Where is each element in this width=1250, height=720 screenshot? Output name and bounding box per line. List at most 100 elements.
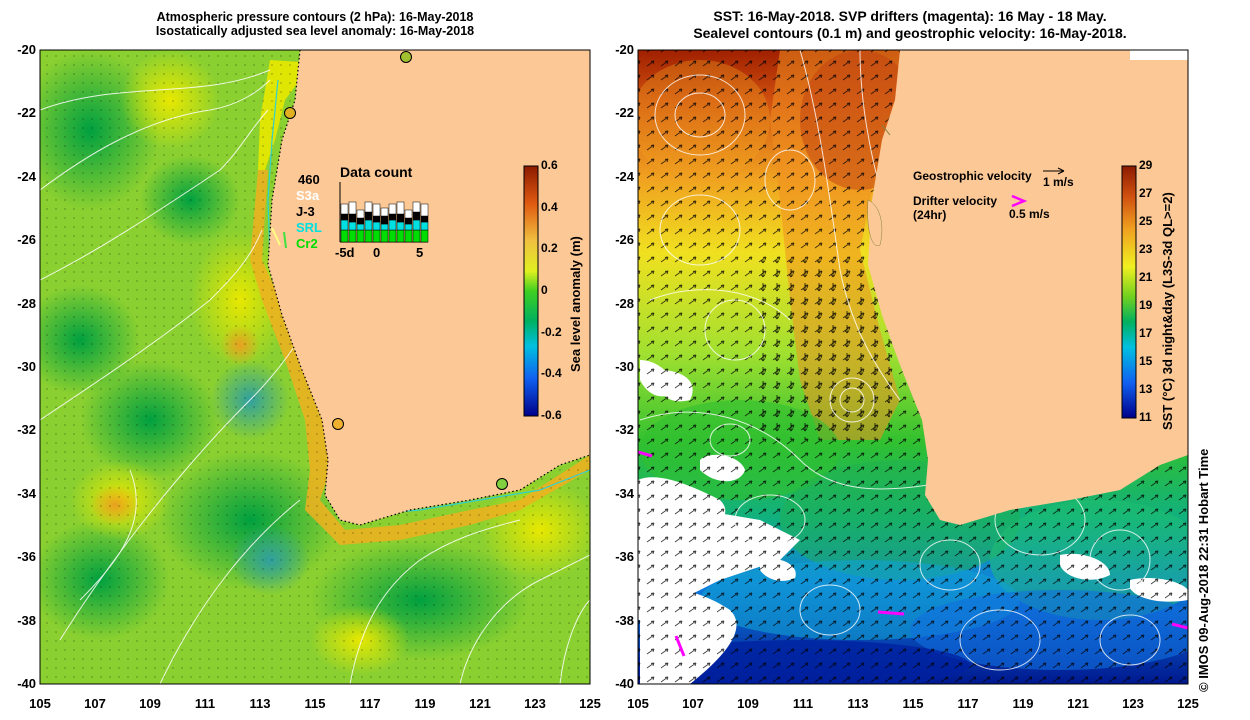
data-count-bar-segment <box>348 229 357 243</box>
left-y-tick: -24 <box>17 168 36 184</box>
data-count-bar-segment <box>412 219 421 231</box>
sea-level-anomaly-map <box>40 50 590 684</box>
left-title-line2: Isostatically adjusted sea level anomaly… <box>155 24 475 38</box>
sla-tick: 0.2 <box>541 241 558 256</box>
sla-tick: 0.6 <box>541 158 558 172</box>
right-x-tick: 115 <box>902 696 924 711</box>
data-count-bar-segment <box>388 219 397 231</box>
data-count-bar-segment <box>356 209 365 219</box>
data-count-bar-segment <box>356 217 365 225</box>
sla-tick: -0.4 <box>541 366 562 381</box>
data-count-bar-segment <box>420 229 429 243</box>
right-y-tick: -26 <box>615 232 634 248</box>
drifter-scale: 0.5 m/s <box>1009 207 1050 221</box>
data-count-bar-segment <box>372 203 381 217</box>
left-x-tick: 117 <box>359 696 381 711</box>
data-count-bar-segment <box>388 229 397 243</box>
data-count-bar-segment <box>364 229 373 243</box>
right-map-frame <box>637 49 1189 685</box>
sst-tick: 21 <box>1139 270 1153 284</box>
left-y-tick: -28 <box>17 295 36 311</box>
right-x-tick: 123 <box>1122 696 1144 711</box>
imos-credit: © IMOS 09-Aug-2018 22:31 Hobart Time <box>1196 448 1211 692</box>
right-x-tick: 125 <box>1177 696 1199 711</box>
sst-colorbar-label: SST (°C) 3d night&day (L3S-3d QL>=2) <box>1160 192 1175 430</box>
sla-tick: 0 <box>541 283 548 297</box>
drifter-velocity-label: Drifter velocity <box>913 194 998 208</box>
left-title-line1: Atmospheric pressure contours (2 hPa): 1… <box>156 10 474 24</box>
sst-tick: 23 <box>1139 242 1153 256</box>
data-count-title: Data count <box>340 164 413 180</box>
sla-colorbar-label: Sea level anomaly (m) <box>568 236 583 372</box>
data-count-bar-segment <box>412 229 421 243</box>
left-x-tick: 121 <box>469 696 491 711</box>
sla-tick: -0.2 <box>541 324 562 339</box>
data-count-bar-segment <box>420 221 429 231</box>
sla-tick: 0.4 <box>541 199 558 214</box>
right-x-tick: 107 <box>682 696 704 711</box>
left-y-tick: -32 <box>17 422 36 438</box>
left-y-tick: -38 <box>17 612 36 628</box>
data-count-bar-segment <box>372 221 381 231</box>
left-y-tick: -26 <box>17 232 36 248</box>
data-count-bar-segment <box>404 209 413 219</box>
data-count-bar-segment <box>348 221 357 231</box>
right-y-tick: -22 <box>615 105 634 121</box>
data-count-bar-segment <box>396 229 405 243</box>
data-count-bar-segment <box>380 229 389 243</box>
data-count-x-tick: -5d <box>335 245 355 260</box>
data-count-bar-segment <box>420 203 429 217</box>
left-y-tick: -30 <box>17 359 36 374</box>
data-count-chart <box>339 182 429 243</box>
data-count-bar-segment <box>348 213 357 223</box>
right-y-tick: -28 <box>615 295 634 311</box>
velocity-legend <box>1011 167 1065 208</box>
sst-tick: 13 <box>1139 382 1153 396</box>
left-x-tick: 105 <box>29 696 51 711</box>
sst-tick: 29 <box>1139 158 1153 172</box>
right-x-tick: 109 <box>737 696 759 711</box>
sst-tick: 27 <box>1139 186 1153 200</box>
right-y-tick: -32 <box>615 422 634 438</box>
data-count-bar-segment <box>364 201 373 213</box>
left-y-tick: -20 <box>17 42 36 57</box>
data-count-bar-segment <box>412 211 421 221</box>
data-count-bar-segment <box>380 207 389 217</box>
right-x-tick: 117 <box>957 696 979 711</box>
left-map-frame <box>39 49 591 685</box>
right-y-tick: -40 <box>615 676 634 691</box>
right-y-tick: -30 <box>615 359 634 374</box>
data-count-bar-segment <box>396 213 405 223</box>
mission-label: SRL <box>296 220 322 235</box>
left-y-tick: -40 <box>17 676 36 691</box>
left-y-tick: -36 <box>17 549 36 565</box>
drifter-velocity-period: (24hr) <box>913 208 947 222</box>
sla-tick: -0.6 <box>541 408 562 422</box>
right-title-line1: SST: 16-May-2018. SVP drifters (magenta)… <box>713 8 1107 24</box>
left-x-tick: 113 <box>249 696 271 711</box>
left-x-tick: 123 <box>524 696 546 711</box>
sla-colorbar <box>523 165 539 417</box>
right-x-tick: 113 <box>847 696 869 711</box>
data-count-bar-segment <box>388 213 397 221</box>
sst-tick: 19 <box>1139 298 1153 312</box>
right-x-tick: 121 <box>1067 696 1089 711</box>
data-count-bar-segment <box>348 201 357 215</box>
right-y-tick: -36 <box>615 549 634 565</box>
mission-label: J-3 <box>296 204 315 219</box>
right-panel-title: SST: 16-May-2018. SVP drifters (magenta)… <box>620 8 1200 42</box>
data-count-bar-segment <box>380 223 389 231</box>
left-x-tick: 119 <box>414 696 436 711</box>
left-x-tick: 111 <box>194 696 216 711</box>
right-y-tick: -34 <box>615 485 634 501</box>
left-x-tick: 107 <box>84 696 106 711</box>
data-count-bar-segment <box>404 217 413 225</box>
mission-label: 460 <box>298 172 320 187</box>
data-count-bar-segment <box>388 203 397 215</box>
data-count-bar-segment <box>404 229 413 243</box>
data-count-bar-segment <box>404 223 413 231</box>
data-count-bar-segment <box>380 215 389 225</box>
right-x-tick: 105 <box>627 696 649 711</box>
data-count-bar-segment <box>356 223 365 231</box>
data-count-bar-segment <box>364 219 373 231</box>
